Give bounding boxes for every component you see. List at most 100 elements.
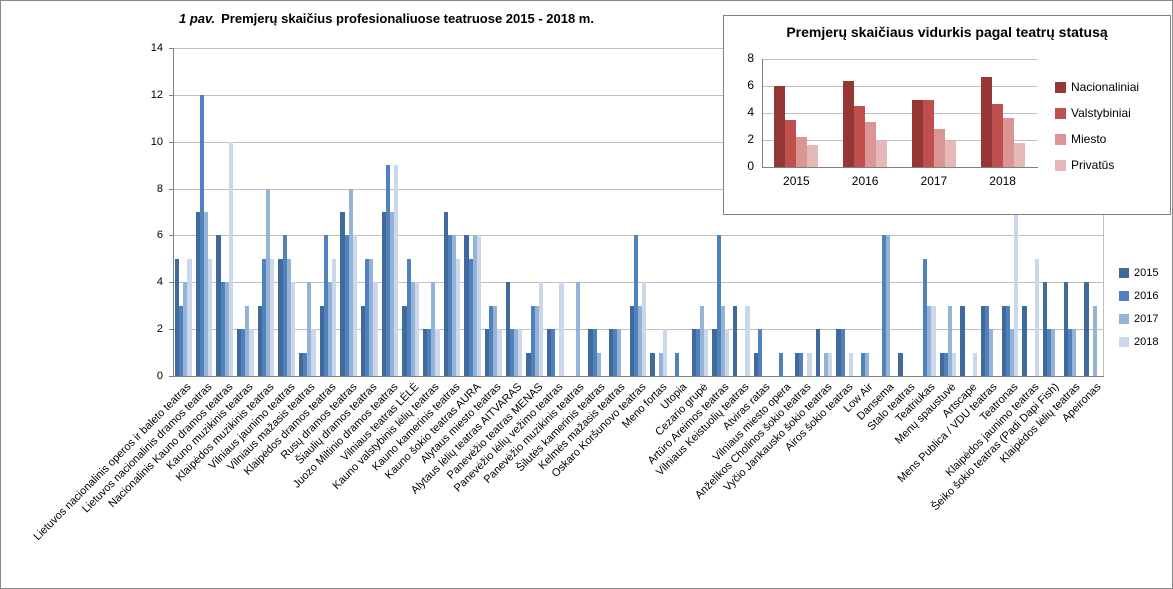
bar [588, 329, 593, 376]
bar [650, 352, 655, 376]
bar [509, 329, 514, 376]
bar [216, 235, 221, 376]
bar [843, 80, 855, 167]
legend-item: Nacionaliniai [1055, 80, 1139, 94]
legend-item: Miesto [1055, 132, 1106, 146]
gridline [762, 113, 1037, 114]
bar [1002, 118, 1014, 167]
legend-label: Nacionaliniai [1071, 80, 1140, 94]
bar [352, 235, 357, 376]
bar [526, 352, 531, 376]
bar [1043, 282, 1048, 376]
bar [1005, 305, 1010, 376]
bar [952, 352, 957, 376]
bar [629, 305, 634, 376]
bar [854, 106, 866, 167]
bar [518, 329, 523, 376]
y-axis-label: 2 [747, 132, 754, 146]
y-axis-label: 14 [150, 42, 163, 54]
bar [179, 305, 184, 376]
bar [282, 235, 287, 376]
bar [1063, 282, 1068, 376]
bar [596, 352, 601, 376]
bar [208, 258, 213, 376]
bar [435, 329, 440, 376]
bar [311, 329, 316, 376]
gridline [762, 86, 1037, 87]
y-axis-label: 10 [150, 135, 163, 148]
bar [493, 305, 498, 376]
legend-item: Privatūs [1055, 158, 1114, 172]
bar [939, 352, 944, 376]
y-axis-label: 8 [747, 51, 754, 65]
bar [348, 188, 353, 376]
bar [785, 119, 797, 167]
bar [394, 165, 399, 376]
bar [485, 329, 490, 376]
legend-item: 2017 [1119, 313, 1158, 325]
bar [365, 258, 370, 376]
bar [266, 188, 271, 376]
bar [960, 305, 965, 376]
bar [195, 212, 200, 376]
bar [199, 94, 204, 376]
bar [245, 305, 250, 376]
bar [344, 235, 349, 376]
y-axis-label: 0 [747, 159, 754, 173]
bar [712, 329, 717, 376]
bar [774, 86, 786, 167]
bar [911, 99, 923, 167]
gridline [173, 188, 1103, 190]
y-axis-tick [169, 235, 173, 237]
x-axis-line [173, 376, 1104, 377]
bar [592, 329, 597, 376]
bar [658, 352, 663, 376]
y-axis-label: 6 [747, 78, 754, 92]
bar [981, 305, 986, 376]
bar [497, 329, 502, 376]
legend-label: 2016 [1134, 290, 1159, 302]
bar [307, 282, 312, 376]
bar [828, 352, 833, 376]
y-axis-label: 0 [156, 370, 163, 382]
bar [472, 235, 477, 376]
bar [547, 329, 552, 376]
bar [807, 352, 812, 376]
legend-swatch [1055, 81, 1066, 93]
y-axis-label: 4 [156, 276, 163, 289]
bar [534, 305, 539, 376]
bar [261, 258, 266, 376]
bar [724, 329, 729, 376]
bar [1022, 305, 1027, 376]
bar [278, 258, 283, 376]
legend-label: Privatūs [1071, 158, 1115, 172]
y-axis-label: 8 [156, 182, 163, 195]
bar [876, 141, 888, 167]
y-axis-label: 6 [156, 229, 163, 242]
bar [980, 76, 992, 167]
bar [1051, 329, 1056, 376]
bar [175, 258, 180, 376]
bar [824, 352, 829, 376]
bar [286, 258, 291, 376]
bar [530, 305, 535, 376]
bar [691, 329, 696, 376]
bar [778, 352, 783, 376]
bar [390, 212, 395, 376]
bar [402, 305, 407, 376]
bar [220, 282, 225, 376]
y-axis-tick [169, 282, 173, 284]
bar [720, 305, 725, 376]
bar [464, 235, 469, 376]
bar [1067, 329, 1072, 376]
bar [468, 258, 473, 376]
bar [881, 235, 886, 376]
gridline [173, 141, 1103, 143]
x-axis-label: 2017 [920, 174, 948, 188]
bar [427, 329, 432, 376]
legend-item: Valstybiniai [1055, 106, 1131, 120]
bar [340, 212, 345, 376]
gridline [173, 94, 1103, 96]
bar [183, 282, 188, 376]
bar [609, 329, 614, 376]
